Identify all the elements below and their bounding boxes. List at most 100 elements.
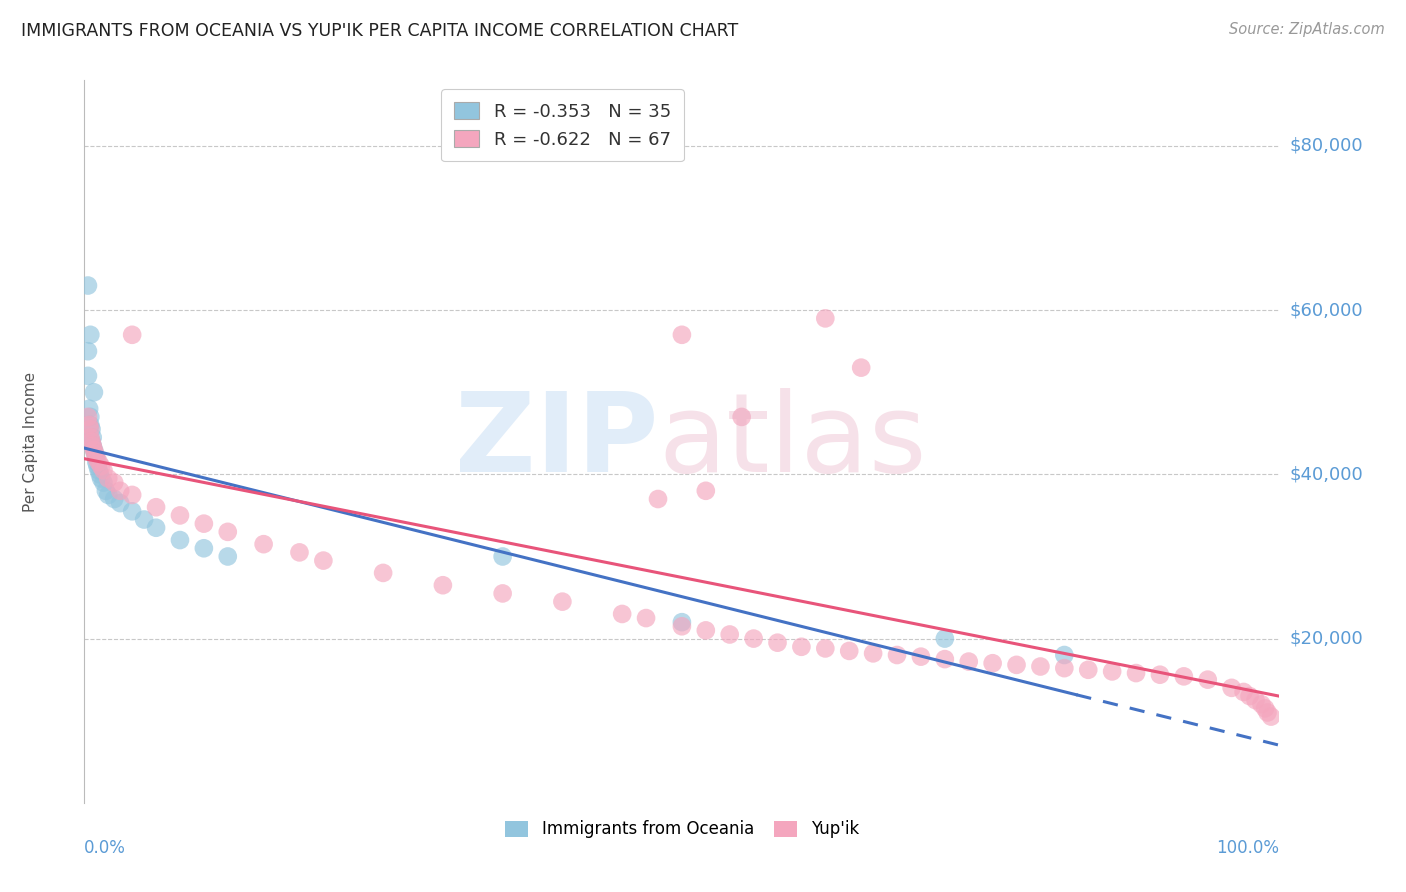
Point: [79, 327, 101, 342]
Point: [121, 504, 143, 518]
Point: [814, 311, 837, 326]
Point: [981, 657, 1004, 671]
Point: [83, 442, 105, 457]
Point: [83, 385, 105, 400]
Point: [83, 442, 105, 457]
Point: [1254, 701, 1277, 715]
Point: [814, 641, 837, 656]
Point: [1220, 681, 1243, 695]
Text: IMMIGRANTS FROM OCEANIA VS YUP'IK PER CAPITA INCOME CORRELATION CHART: IMMIGRANTS FROM OCEANIA VS YUP'IK PER CA…: [21, 22, 738, 40]
Point: [169, 508, 191, 523]
Point: [671, 619, 693, 633]
Point: [77, 278, 100, 293]
Text: atlas: atlas: [658, 388, 927, 495]
Point: [82, 430, 104, 444]
Point: [1077, 663, 1099, 677]
Point: [1005, 657, 1028, 672]
Point: [432, 578, 454, 592]
Point: [1053, 648, 1076, 662]
Point: [862, 646, 884, 660]
Point: [132, 512, 156, 526]
Point: [766, 636, 789, 650]
Point: [121, 327, 143, 342]
Point: [636, 611, 658, 625]
Point: [90, 459, 112, 474]
Text: $40,000: $40,000: [1289, 466, 1362, 483]
Point: [93, 463, 115, 477]
Point: [886, 648, 908, 662]
Point: [742, 632, 765, 646]
Text: Per Capita Income: Per Capita Income: [22, 371, 38, 512]
Point: [253, 537, 276, 551]
Point: [1149, 667, 1171, 681]
Point: [169, 533, 191, 547]
Point: [84, 447, 107, 461]
Point: [79, 430, 101, 444]
Point: [910, 649, 932, 664]
Point: [1029, 659, 1052, 673]
Legend: Immigrants from Oceania, Yup'ik: Immigrants from Oceania, Yup'ik: [498, 814, 866, 845]
Point: [79, 422, 101, 436]
Point: [1197, 673, 1219, 687]
Point: [193, 516, 215, 531]
Point: [671, 615, 693, 630]
Point: [110, 496, 132, 510]
Point: [94, 483, 117, 498]
Point: [84, 447, 107, 461]
Point: [93, 475, 115, 490]
Point: [77, 344, 100, 359]
Point: [1260, 709, 1282, 723]
Point: [695, 483, 717, 498]
Point: [82, 439, 104, 453]
Point: [97, 471, 120, 485]
Point: [1053, 661, 1076, 675]
Point: [492, 586, 515, 600]
Point: [86, 459, 108, 474]
Text: $60,000: $60,000: [1289, 301, 1362, 319]
Point: [82, 439, 104, 453]
Point: [80, 422, 103, 436]
Point: [1125, 666, 1147, 681]
Point: [217, 524, 239, 539]
Point: [79, 409, 101, 424]
Point: [647, 491, 669, 506]
Point: [121, 488, 143, 502]
Point: [1250, 698, 1272, 712]
Text: $20,000: $20,000: [1289, 630, 1362, 648]
Point: [145, 500, 167, 515]
Point: [612, 607, 634, 621]
Text: 100.0%: 100.0%: [1216, 838, 1279, 857]
Point: [103, 491, 125, 506]
Point: [87, 463, 110, 477]
Point: [217, 549, 239, 564]
Text: ZIP: ZIP: [454, 388, 658, 495]
Point: [90, 471, 112, 485]
Point: [838, 644, 860, 658]
Point: [193, 541, 215, 556]
Point: [1173, 669, 1195, 683]
Point: [312, 553, 335, 567]
Point: [492, 549, 515, 564]
Point: [718, 627, 741, 641]
Point: [551, 594, 574, 608]
Point: [695, 624, 717, 638]
Text: Source: ZipAtlas.com: Source: ZipAtlas.com: [1229, 22, 1385, 37]
Point: [1244, 693, 1267, 707]
Point: [77, 368, 100, 383]
Text: 0.0%: 0.0%: [84, 838, 127, 857]
Point: [731, 409, 754, 424]
Point: [80, 434, 103, 449]
Point: [373, 566, 395, 580]
Point: [1233, 685, 1256, 699]
Point: [77, 409, 100, 424]
Point: [851, 360, 873, 375]
Point: [89, 467, 111, 482]
Point: [671, 327, 693, 342]
Point: [77, 418, 100, 433]
Point: [934, 652, 956, 666]
Point: [1257, 706, 1279, 720]
Point: [80, 434, 103, 449]
Point: [103, 475, 125, 490]
Point: [790, 640, 813, 654]
Point: [87, 455, 110, 469]
